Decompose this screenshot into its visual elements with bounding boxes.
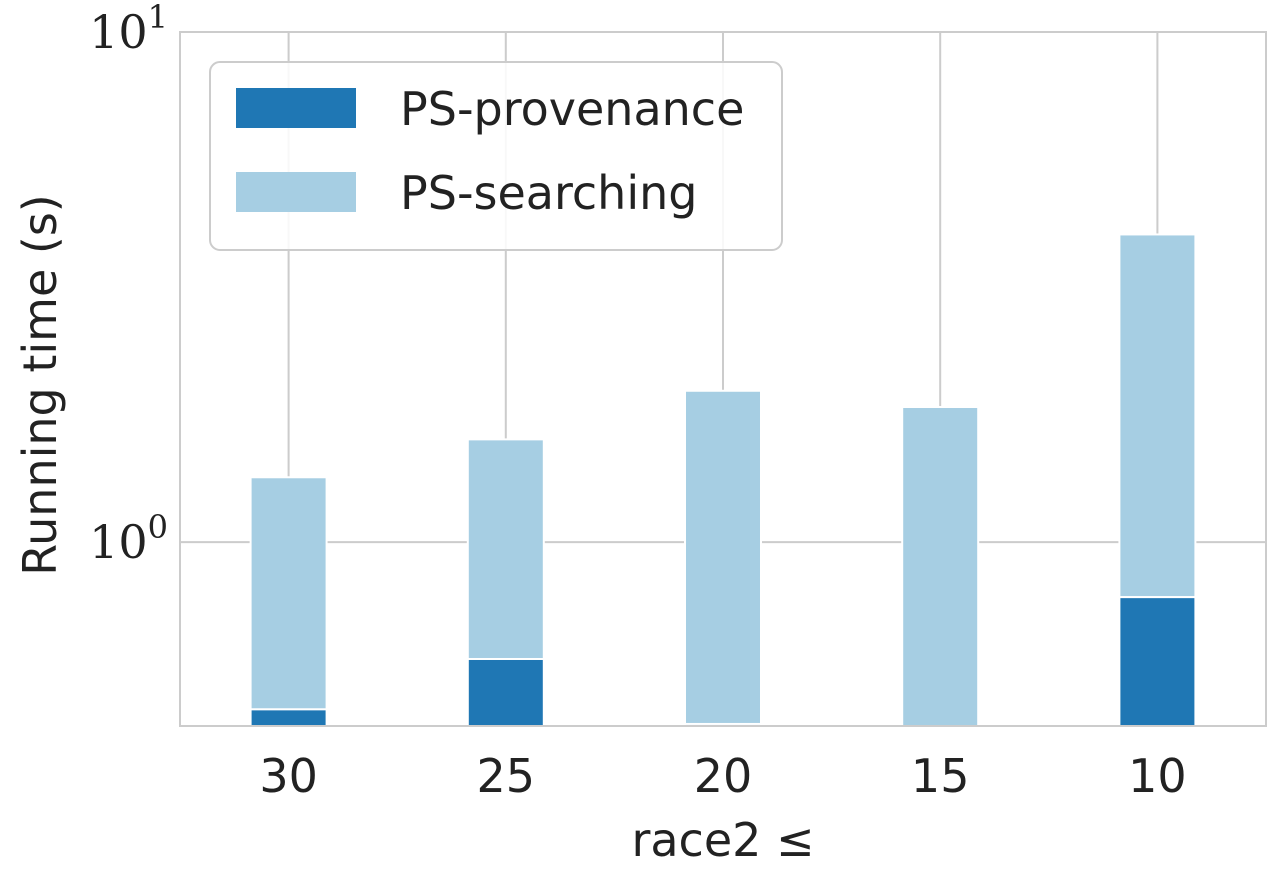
y-tick-labels: 100 101 (89, 0, 168, 569)
legend-swatch-ps-provenance (236, 88, 356, 128)
y-tick-label: 101 (89, 0, 168, 59)
bar-ps-searching (684, 389, 762, 725)
y-tick-label: 100 (89, 508, 168, 569)
bar-ps-searching (901, 406, 980, 727)
x-tick-label: 25 (477, 749, 536, 803)
bar-ps-provenance (1118, 596, 1197, 727)
bar-ps-provenance (466, 657, 545, 727)
x-tick-label: 30 (259, 749, 318, 803)
bar-ps-searching (1118, 233, 1197, 599)
bar-ps-provenance (249, 708, 328, 727)
x-tick-label: 20 (694, 749, 753, 803)
plot-frame (179, 31, 1267, 727)
x-axis-label: race2 ≤ (631, 813, 814, 867)
bar-ps-searching (466, 438, 545, 660)
x-tick-label: 10 (1128, 749, 1187, 803)
x-tick-labels: 30 25 20 15 10 (259, 749, 1186, 803)
x-tick-label: 15 (911, 749, 970, 803)
legend-swatch-ps-searching (236, 172, 356, 212)
bar-ps-searching (249, 476, 328, 711)
legend-label-ps-searching: PS-searching (400, 166, 697, 220)
legend-label-ps-provenance: PS-provenance (400, 82, 744, 136)
y-axis-label: Running time (s) (13, 194, 67, 576)
legend: PS-provenance PS-searching (209, 61, 783, 251)
